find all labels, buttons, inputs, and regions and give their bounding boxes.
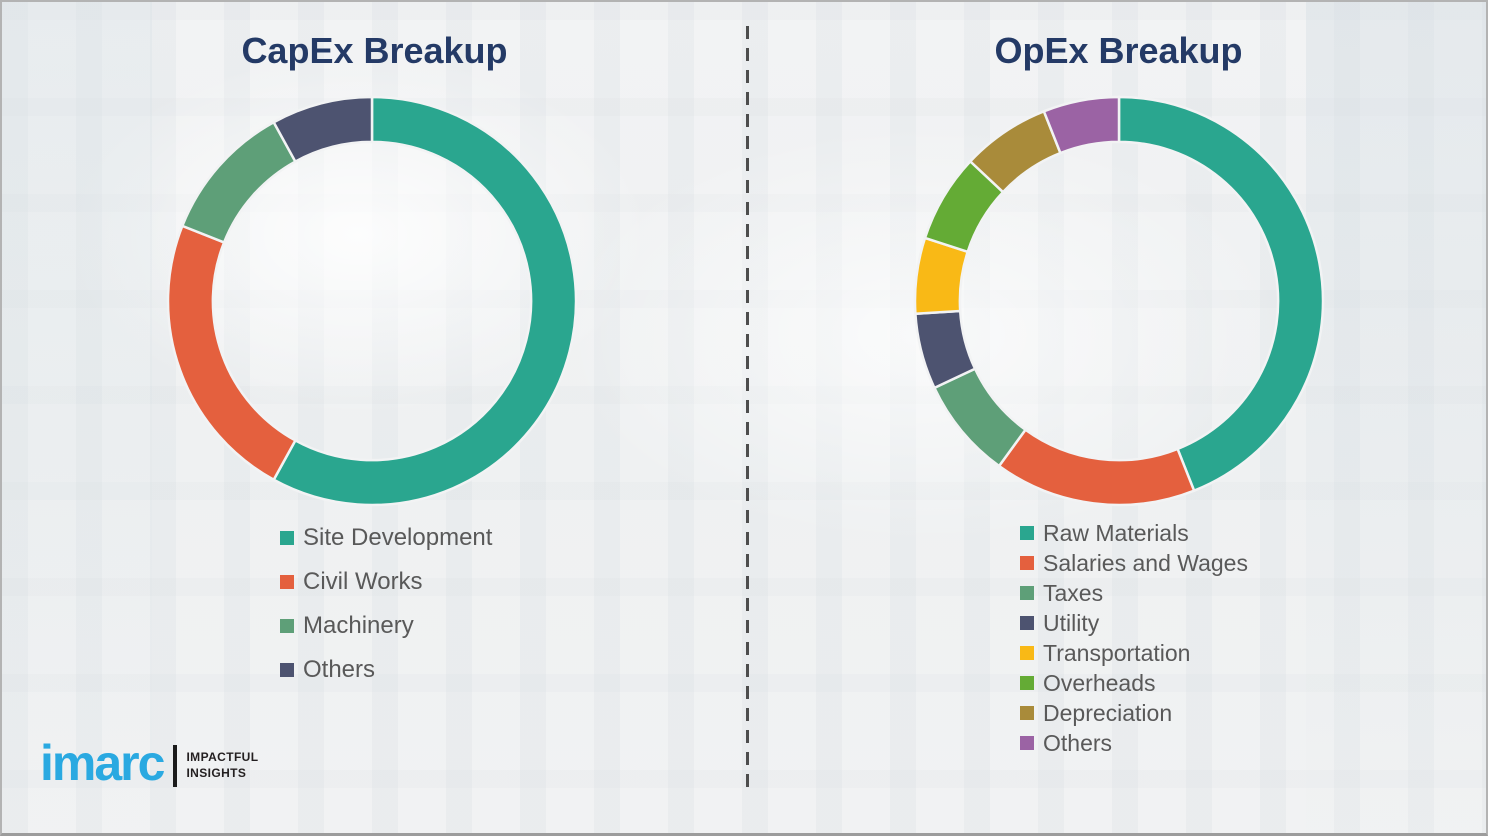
logo-tagline-line1: IMPACTFUL bbox=[186, 750, 259, 765]
legend-marker-site-development bbox=[280, 531, 294, 545]
legend-label-taxes: Taxes bbox=[1043, 579, 1104, 606]
legend-item-transportation: Transportation bbox=[1020, 638, 1248, 668]
legend-marker-overheads bbox=[1020, 676, 1034, 690]
imarc-logo-text: imarc bbox=[40, 735, 165, 791]
legend-marker-transportation bbox=[1020, 646, 1034, 660]
legend-item-site-development: Site Development bbox=[280, 516, 492, 560]
donut-segment-raw-materials bbox=[1117, 95, 1325, 493]
opex-panel: OpEx Breakup Raw Materials Salaries and W… bbox=[747, 2, 1486, 833]
logo-tagline-line2: INSIGHTS bbox=[186, 766, 247, 780]
divider-dashed-line bbox=[746, 26, 749, 794]
legend-item-utility: Utility bbox=[1020, 608, 1248, 638]
legend-label-salaries-and-wages: Salaries and Wages bbox=[1043, 549, 1248, 576]
donut-segment-civil-works bbox=[166, 224, 298, 482]
opex-legend: Raw Materials Salaries and Wages Taxes Util… bbox=[1020, 518, 1248, 758]
opex-title: OpEx Breakup bbox=[994, 30, 1243, 71]
legend-label-others: Others bbox=[303, 656, 376, 683]
legend-label-utility: Utility bbox=[1043, 609, 1100, 636]
donut-segment-others bbox=[1042, 95, 1121, 155]
legend-item-raw-materials: Raw Materials bbox=[1020, 518, 1248, 548]
logo-tagline: IMPACTFUL INSIGHTS bbox=[186, 750, 258, 781]
legend-item-others: Others bbox=[280, 648, 492, 692]
legend-label-depreciation: Depreciation bbox=[1043, 699, 1173, 726]
opex-donut-chart bbox=[913, 95, 1325, 507]
capex-panel: CapEx Breakup Site Development Civil Work… bbox=[2, 2, 747, 833]
donut-segment-site-development bbox=[272, 95, 578, 507]
legend-marker-others bbox=[280, 663, 294, 677]
legend-item-taxes: Taxes bbox=[1020, 578, 1248, 608]
legend-item-others: Others bbox=[1020, 728, 1248, 758]
donut-segment-others bbox=[272, 95, 374, 164]
legend-marker-civil-works bbox=[280, 575, 294, 589]
logo-divider-bar bbox=[173, 745, 178, 787]
legend-item-salaries-and-wages: Salaries and Wages bbox=[1020, 548, 1248, 578]
legend-item-machinery: Machinery bbox=[280, 604, 492, 648]
legend-item-civil-works: Civil Works bbox=[280, 560, 492, 604]
donut-segment-machinery bbox=[180, 120, 298, 245]
capex-legend: Site Development Civil Works Machinery Othe… bbox=[280, 516, 492, 692]
legend-marker-machinery bbox=[280, 619, 294, 633]
legend-marker-others bbox=[1020, 736, 1034, 750]
imarc-logo: imarc IMPACTFUL INSIGHTS bbox=[40, 738, 258, 788]
capex-donut-chart bbox=[166, 95, 578, 507]
donut-segment-salaries-and-wages bbox=[997, 427, 1196, 507]
legend-label-transportation: Transportation bbox=[1043, 639, 1191, 666]
legend-marker-raw-materials bbox=[1020, 526, 1034, 540]
legend-label-machinery: Machinery bbox=[303, 612, 414, 639]
legend-label-civil-works: Civil Works bbox=[303, 568, 423, 595]
legend-label-raw-materials: Raw Materials bbox=[1043, 519, 1189, 546]
legend-item-overheads: Overheads bbox=[1020, 668, 1248, 698]
legend-marker-taxes bbox=[1020, 586, 1034, 600]
legend-label-overheads: Overheads bbox=[1043, 669, 1156, 696]
legend-marker-salaries-and-wages bbox=[1020, 556, 1034, 570]
legend-item-depreciation: Depreciation bbox=[1020, 698, 1248, 728]
legend-label-site-development: Site Development bbox=[303, 524, 493, 551]
capex-title: CapEx Breakup bbox=[241, 30, 508, 71]
legend-label-others: Others bbox=[1043, 729, 1113, 756]
legend-marker-utility bbox=[1020, 616, 1034, 630]
legend-marker-depreciation bbox=[1020, 706, 1034, 720]
